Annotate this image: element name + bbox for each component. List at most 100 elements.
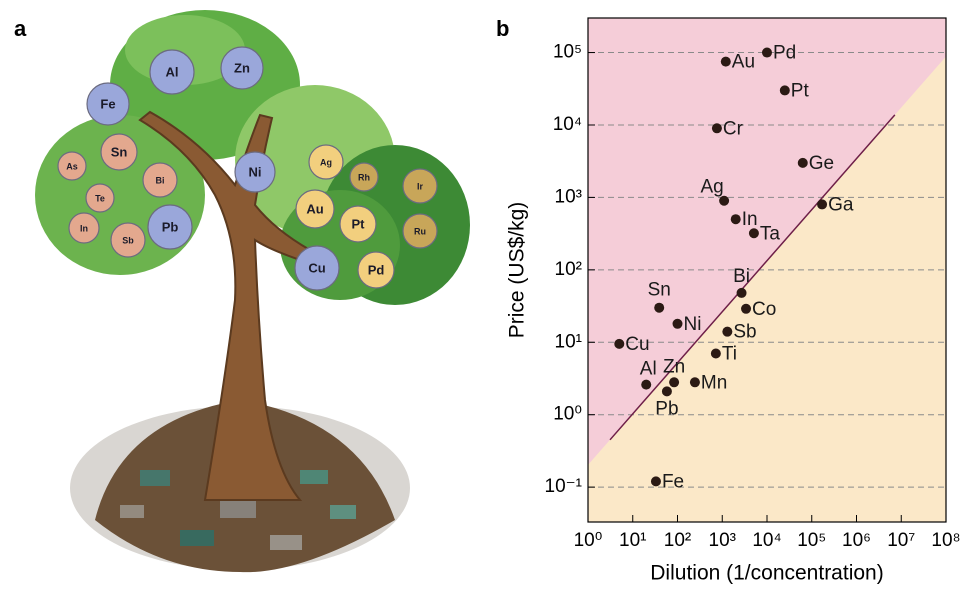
element: Ag — [308, 144, 344, 180]
element-circle — [147, 204, 193, 250]
x-axis-label: Dilution (1/concentration) — [650, 562, 883, 585]
element: As — [57, 151, 87, 181]
point-label: Au — [732, 52, 755, 73]
x-tick-label: 10⁷ — [887, 530, 915, 551]
element-circle — [85, 183, 115, 213]
x-tick-label: 10⁰ — [574, 530, 603, 551]
element-label: Zn — [234, 60, 250, 75]
x-tick-label: 10⁸ — [931, 530, 960, 551]
y-tick-label: 10² — [555, 259, 582, 280]
point-label: Cr — [723, 118, 744, 139]
element: Zn — [220, 46, 264, 90]
element-label: As — [66, 161, 78, 171]
element: Sb — [110, 222, 146, 258]
element: Ru — [402, 213, 438, 249]
point-label: Sn — [648, 280, 671, 301]
element-circle — [142, 162, 178, 198]
element-circle — [57, 151, 87, 181]
y-tick-label: 10⁵ — [553, 42, 582, 63]
y-tick-label: 10³ — [555, 186, 582, 207]
point-label: Pb — [655, 398, 678, 419]
element: Al — [149, 49, 195, 95]
y-tick-label: 10⁻¹ — [545, 476, 583, 497]
element-label: Pd — [368, 262, 385, 277]
point — [661, 386, 672, 397]
element-circle — [68, 212, 100, 244]
element-circle — [110, 222, 146, 258]
element-label: Te — [95, 193, 105, 203]
point — [614, 338, 625, 349]
element-label: Au — [306, 201, 323, 216]
point-label: Ge — [809, 153, 834, 174]
upper-region — [588, 18, 946, 465]
element-label: Ni — [249, 164, 262, 179]
element-label: Ru — [414, 226, 426, 236]
element: Ir — [402, 168, 438, 204]
element-circles: Al Zn Fe Sn As Bi Te Ni Ag Rh Ir Au Pt Ru In Sb Pb Cu Pd — [57, 46, 438, 291]
point-label: Co — [752, 299, 776, 320]
element-circle — [149, 49, 195, 95]
point — [650, 476, 661, 487]
element: Au — [295, 189, 335, 229]
element: Cu — [294, 245, 340, 291]
element-label: Rh — [358, 172, 370, 182]
element-label: Ag — [320, 157, 332, 167]
element: Ni — [234, 151, 276, 193]
plot-frame — [587, 17, 947, 523]
panel-label: a — [14, 16, 27, 41]
element-circle — [100, 133, 138, 171]
element: Te — [85, 183, 115, 213]
element-circle — [234, 151, 276, 193]
point-label: Pt — [791, 80, 810, 101]
element-circle — [357, 251, 395, 289]
element-label: Pt — [352, 216, 366, 231]
plot: 10⁻¹ 10⁰ 10¹ 10² 10³ 10⁴ 10⁵ 10⁰ 10¹ 10² 10³ 10⁴ 10⁵… — [545, 17, 961, 551]
point-label: In — [742, 209, 758, 230]
plot-area — [588, 18, 946, 522]
element: In — [68, 212, 100, 244]
element-label: Al — [166, 64, 179, 79]
element-label: Bi — [156, 175, 165, 185]
point-label: Ti — [722, 344, 737, 365]
point-label: Cu — [625, 334, 649, 355]
element-circle — [339, 205, 377, 243]
element-label: Ir — [417, 181, 424, 191]
x-tick-label: 10⁶ — [842, 530, 871, 551]
point-label: Fe — [662, 471, 684, 492]
point — [711, 123, 722, 134]
element-label: Sb — [122, 235, 134, 245]
element-label: In — [80, 223, 88, 233]
panel-label: b — [496, 16, 509, 41]
point-label: Ga — [828, 194, 854, 215]
element-circle — [402, 168, 438, 204]
point — [730, 214, 741, 225]
point — [710, 348, 721, 359]
y-axis-label: Price (US$/kg) — [506, 202, 529, 339]
element-circle — [294, 245, 340, 291]
x-tick-label: 10¹ — [619, 530, 646, 551]
point — [779, 85, 790, 96]
point-label: Bi — [733, 266, 750, 287]
element: Pt — [339, 205, 377, 243]
point — [672, 318, 683, 329]
x-tick-label: 10⁵ — [797, 530, 826, 551]
x-tick-label: 10⁴ — [752, 530, 781, 551]
point — [762, 47, 772, 58]
element-circle — [220, 46, 264, 90]
point — [689, 377, 700, 388]
fit-line — [609, 114, 896, 441]
point — [720, 56, 731, 67]
point — [741, 303, 752, 314]
x-tick-label: 10² — [664, 530, 691, 551]
point — [719, 195, 730, 206]
element-label: Cu — [308, 260, 325, 275]
element: Fe — [86, 82, 130, 126]
element-circle — [349, 162, 379, 192]
trunk — [138, 110, 312, 501]
element-circle — [86, 82, 130, 126]
point-label: Al — [640, 359, 657, 380]
element: Sn — [100, 133, 138, 171]
point-label: Ta — [760, 223, 781, 244]
